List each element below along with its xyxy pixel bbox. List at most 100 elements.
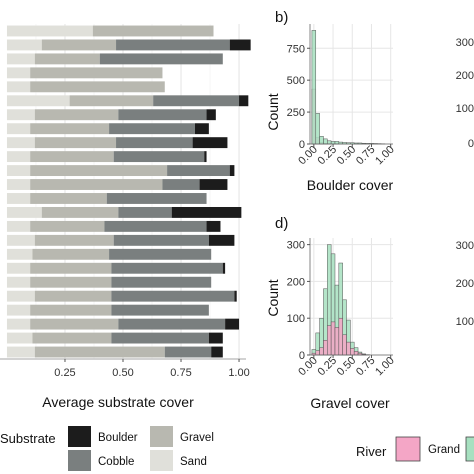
bar-segment-gravel [92, 25, 214, 37]
x-tick-label: 0.25 [316, 144, 340, 168]
bar-segment-cobble [162, 179, 200, 190]
bar-segment-cobble [116, 137, 193, 149]
x-tick-label: 1.00 [228, 367, 249, 379]
y-tick-label: 200 [456, 70, 474, 82]
bar-segment-cobble [104, 220, 207, 232]
bar-segment-gravel [30, 165, 168, 177]
legend-label: Sand [180, 456, 207, 468]
bar-segment-cobble [111, 262, 223, 274]
bar-segment-boulder [208, 332, 223, 344]
bar-segment-gravel [41, 206, 119, 218]
bar-segment-sand [6, 346, 35, 358]
bar-segment-sand [6, 332, 33, 344]
y-tick-label: 200 [287, 276, 305, 288]
substrate-cover-panel: 0.25 0.50 0.75 1.00 Average substrate cover [0, 24, 251, 410]
bar-segment-sand [6, 234, 35, 246]
x-tick-label: 0.75 [354, 144, 378, 168]
x-tick-label: 0.25 [54, 367, 75, 379]
y-tick-label: 250 [287, 107, 305, 119]
y-tick-label: 100 [456, 316, 474, 328]
x-axis: 0.25 0.50 0.75 1.00 [0, 358, 250, 379]
legend-label: Cobble [98, 456, 134, 468]
plot-background [310, 24, 393, 144]
legend-label: Gravel [180, 432, 214, 444]
bar-segment-gravel [34, 53, 100, 65]
bar-segment-cobble [164, 346, 212, 358]
bar-segment-sand [6, 25, 93, 37]
x-axis-title: Average substrate cover [42, 394, 194, 410]
bar-segment-cobble [118, 206, 172, 218]
bar-segment-cobble [111, 276, 212, 288]
bar-segment-gravel [34, 290, 112, 302]
x-tick-label: 0.75 [354, 355, 378, 379]
bar-segment-cobble [111, 290, 235, 302]
legend-title: Substrate [0, 431, 56, 446]
bar-segment-boulder [211, 346, 223, 358]
bar-segment-cobble [109, 248, 212, 260]
boulder-histogram-panel: b) Count Boulder cover [265, 9, 394, 193]
bar-segment-gravel [30, 276, 112, 288]
bar-segment-sand [6, 248, 33, 260]
x-tick-label: 0.75 [170, 367, 191, 379]
panel-label: b) [275, 9, 288, 26]
bar-segment-sand [6, 220, 31, 232]
histogram-bar [334, 327, 340, 356]
bar-segment-sand [6, 165, 31, 177]
bar-segment-gravel [32, 332, 112, 344]
legend-swatch-gravel [150, 426, 173, 447]
bar-segment-gravel [30, 262, 112, 274]
histogram-bar [327, 325, 332, 356]
bar-segment-sand [6, 318, 31, 330]
histogram-bar [323, 340, 328, 356]
histogram-bar [315, 113, 320, 145]
x-tick-label: 0.50 [335, 144, 359, 168]
bar-segment-boulder [204, 151, 207, 163]
bar-segment-sand [6, 39, 42, 51]
bar-segment-boulder [194, 123, 209, 135]
bar-segment-cobble [113, 151, 205, 163]
x-tick-label: 1.00 [373, 144, 397, 168]
bar-segment-gravel [34, 109, 119, 121]
y-tick-label: 300 [456, 240, 474, 252]
y-tick-label: 750 [287, 43, 305, 55]
bar-segment-cobble [113, 234, 209, 246]
bar-segment-boulder [192, 137, 228, 149]
legend-label: Grand [428, 444, 460, 456]
y-tick-label: 100 [287, 313, 305, 325]
bar-segment-gravel [32, 248, 110, 260]
bar-segment-gravel [30, 193, 107, 204]
bar-segment-sand [6, 151, 31, 163]
bar-segment-sand [6, 67, 31, 79]
bar-segment-boulder [199, 179, 228, 190]
bar-segment-gravel [30, 304, 112, 316]
y-tick-label: 500 [287, 75, 305, 87]
bar-segment-cobble [111, 304, 209, 316]
x-tick-label: 0.25 [316, 355, 340, 379]
histogram-bar [323, 138, 328, 145]
x-axis-title: Boulder cover [307, 177, 394, 193]
x-tick-label: 1.00 [373, 355, 397, 379]
bar-segment-boulder [206, 220, 221, 232]
bar-segment-gravel [30, 179, 163, 190]
y-tick-label: 200 [456, 278, 474, 290]
bar-segment-boulder [229, 165, 235, 177]
gravel-histogram-panel: d) Count Gravel cover [265, 215, 390, 411]
gridlines [35, 24, 240, 359]
histogram-bar [342, 334, 347, 356]
bar-segment-cobble [106, 193, 207, 204]
histogram-bar [319, 347, 324, 356]
bar-segment-cobble [111, 332, 209, 344]
bar-segment-sand [6, 193, 31, 204]
legend-swatch-second [465, 436, 474, 462]
y-axis-title: Count [265, 93, 281, 130]
bar-segment-cobble [118, 318, 226, 330]
histogram-bar [319, 136, 324, 145]
histogram-bar [338, 317, 343, 356]
panel-e-axis-fragment: 300 200 100 [456, 240, 474, 328]
bar-segment-gravel [30, 67, 163, 79]
legend-title: River [356, 444, 387, 459]
panel-c-axis-fragment: 300 200 100 0 [456, 37, 474, 150]
